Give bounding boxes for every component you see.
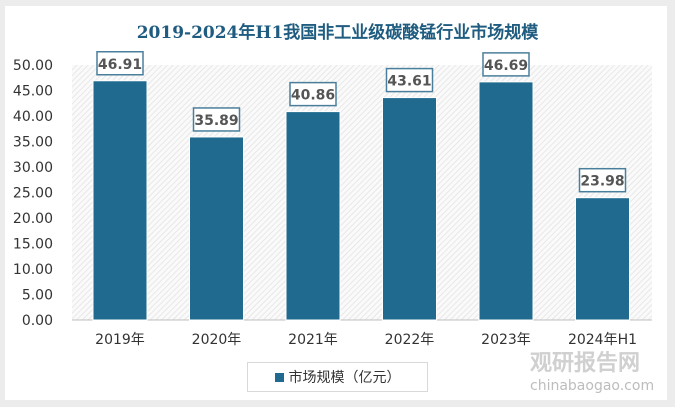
bar [92, 80, 148, 321]
y-tick-label: 15.00 [13, 237, 53, 253]
x-tick-label: 2022年 [385, 332, 435, 348]
y-tick-label: 50.00 [13, 58, 53, 74]
data-label: 35.89 [194, 113, 238, 129]
bar [189, 136, 244, 321]
data-label: 40.86 [291, 88, 335, 104]
y-tick-label: 30.00 [13, 160, 53, 176]
chart-title: 2019-2024年H1我国非工业级碳酸锰行业市场规模 [136, 23, 539, 43]
y-tick-label: 40.00 [13, 109, 53, 125]
watermark-url: chinabaogao.com [530, 378, 655, 394]
legend-swatch [274, 372, 284, 382]
y-tick-label: 0.00 [22, 313, 53, 329]
data-label: 46.91 [98, 57, 142, 73]
data-label-box [482, 52, 530, 77]
bar [382, 97, 437, 321]
x-tick-label: 2021年 [288, 332, 338, 348]
bar [285, 111, 341, 321]
x-tick-label: 2023年 [481, 332, 531, 348]
y-tick-label: 45.00 [13, 84, 53, 100]
data-label: 46.69 [484, 58, 528, 74]
x-tick-label: 2024年H1 [568, 332, 637, 348]
y-tick-label: 20.00 [13, 211, 53, 227]
data-label-box [96, 51, 144, 76]
plot-area [72, 65, 652, 320]
y-tick-label: 10.00 [13, 262, 53, 278]
x-tick-label: 2020年 [192, 332, 242, 348]
data-label-box [385, 67, 434, 93]
data-label: 43.61 [387, 74, 431, 90]
y-tick-label: 5.00 [22, 288, 53, 304]
data-label-box [289, 81, 337, 107]
data-label: 23.98 [580, 174, 624, 190]
watermark-logo: 观研报告网 [530, 351, 641, 376]
data-label-box [192, 107, 241, 132]
legend-label: 市场规模（亿元） [288, 370, 401, 386]
x-tick-label: 2019年 [95, 332, 145, 348]
y-tick-label: 35.00 [13, 135, 53, 151]
data-label-box [578, 167, 627, 193]
legend: 市场规模（亿元） [247, 362, 428, 392]
bar [478, 81, 534, 321]
bar [575, 197, 630, 321]
y-tick-label: 25.00 [13, 186, 53, 202]
